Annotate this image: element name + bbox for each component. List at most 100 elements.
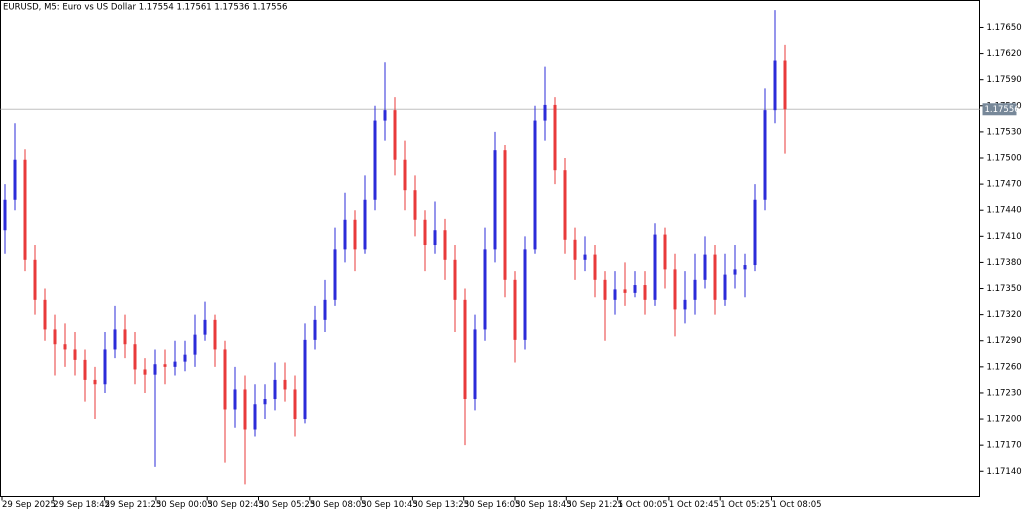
candle-body bbox=[433, 230, 437, 246]
candle-body bbox=[223, 349, 227, 410]
candle-body bbox=[353, 219, 357, 250]
candle-body bbox=[643, 285, 647, 300]
candle-body bbox=[413, 190, 417, 220]
candle-body bbox=[653, 234, 657, 300]
x-tick-label: 30 Sep 13:25 bbox=[412, 500, 469, 510]
candle-body bbox=[763, 110, 767, 200]
candle-body bbox=[783, 60, 787, 110]
candle-body bbox=[633, 285, 637, 293]
candle-body bbox=[253, 404, 257, 430]
candle-body bbox=[453, 259, 457, 300]
candle-body bbox=[493, 150, 497, 250]
y-tick-label: 1.17470 bbox=[987, 180, 1022, 190]
candle-body bbox=[463, 299, 467, 400]
candle-body bbox=[443, 230, 447, 260]
x-tick-label: 1 Oct 02:45 bbox=[669, 500, 719, 510]
candle-body bbox=[283, 379, 287, 390]
y-tick-label: 1.17590 bbox=[987, 75, 1022, 85]
y-tick-label: 1.17320 bbox=[987, 310, 1022, 320]
candle-body bbox=[363, 199, 367, 250]
y-tick-label: 1.17500 bbox=[987, 154, 1022, 164]
x-tick-label: 30 Sep 18:45 bbox=[515, 500, 572, 510]
candle-body bbox=[313, 319, 317, 340]
y-tick-label: 1.17230 bbox=[987, 388, 1022, 398]
candle-body bbox=[13, 159, 17, 200]
candle-body bbox=[93, 379, 97, 385]
y-tick-label: 1.17350 bbox=[987, 284, 1022, 294]
candle-body bbox=[513, 279, 517, 340]
y-tick-label: 1.17380 bbox=[987, 258, 1022, 268]
candle-body bbox=[193, 334, 197, 355]
y-tick-label: 1.17200 bbox=[987, 415, 1022, 425]
x-tick-label: 30 Sep 08:05 bbox=[310, 500, 367, 510]
candle-body bbox=[573, 239, 577, 260]
candle-body bbox=[213, 319, 217, 350]
candle-body bbox=[523, 249, 527, 340]
candle-body bbox=[733, 269, 737, 275]
candle-body bbox=[333, 249, 337, 300]
candle-body bbox=[563, 170, 567, 240]
candle-body bbox=[533, 120, 537, 250]
x-tick-label: 30 Sep 21:25 bbox=[566, 500, 623, 510]
x-tick-label: 1 Oct 05:25 bbox=[720, 500, 770, 510]
candle-body bbox=[393, 110, 397, 160]
candle-body bbox=[243, 389, 247, 430]
candle-body bbox=[723, 274, 727, 300]
candle-body bbox=[273, 379, 277, 400]
candle-body bbox=[33, 259, 37, 300]
x-tick-label: 30 Sep 10:45 bbox=[361, 500, 418, 510]
candle-body bbox=[673, 269, 677, 310]
candle-body bbox=[483, 249, 487, 330]
x-tick-label: 1 Oct 00:05 bbox=[618, 500, 668, 510]
x-tick-label: 30 Sep 16:05 bbox=[464, 500, 521, 510]
candle-body bbox=[773, 60, 777, 111]
candle-body bbox=[713, 254, 717, 300]
candle-body bbox=[423, 219, 427, 246]
x-tick-label: 30 Sep 00:05 bbox=[156, 500, 213, 510]
x-tick-label: 30 Sep 05:25 bbox=[259, 500, 316, 510]
candle-body bbox=[743, 265, 747, 270]
candle-body bbox=[23, 159, 27, 260]
candle-body bbox=[123, 329, 127, 345]
candle-body bbox=[133, 344, 137, 370]
candle-body bbox=[553, 104, 557, 171]
candle-body bbox=[693, 279, 697, 300]
y-tick-label: 1.17140 bbox=[987, 467, 1022, 477]
candle-body bbox=[373, 120, 377, 200]
candle-body bbox=[603, 279, 607, 300]
candle-body bbox=[83, 359, 87, 380]
y-tick-label: 1.17620 bbox=[987, 49, 1022, 59]
candle-body bbox=[113, 329, 117, 350]
candle-body bbox=[583, 254, 587, 260]
candle-body bbox=[3, 199, 7, 231]
candle-body bbox=[663, 234, 667, 270]
candle-body bbox=[143, 369, 147, 375]
y-tick-label: 1.17530 bbox=[987, 127, 1022, 137]
candle-body bbox=[73, 349, 77, 360]
candle-body bbox=[173, 361, 177, 367]
candle-body bbox=[303, 339, 307, 420]
plot-border bbox=[0, 0, 980, 497]
candle-body bbox=[183, 354, 187, 362]
candle-body bbox=[623, 289, 627, 293]
candle-body bbox=[543, 104, 547, 121]
candle-body bbox=[293, 389, 297, 420]
candle-body bbox=[53, 329, 57, 345]
candle-body bbox=[613, 289, 617, 300]
candle-body bbox=[593, 254, 597, 280]
price-label: 1.17556 bbox=[985, 105, 1020, 115]
y-tick-label: 1.17260 bbox=[987, 362, 1022, 372]
chart-title: EURUSD, M5: Euro vs US Dollar 1.17554 1.… bbox=[3, 3, 287, 13]
price-label-box bbox=[982, 103, 1017, 116]
y-tick-label: 1.17170 bbox=[987, 441, 1022, 451]
candle-body bbox=[163, 364, 167, 367]
candle-body bbox=[503, 150, 507, 280]
y-tick-label: 1.17440 bbox=[987, 206, 1022, 216]
candle-body bbox=[403, 159, 407, 191]
candle-body bbox=[43, 299, 47, 330]
candle-body bbox=[383, 110, 387, 121]
candle-body bbox=[753, 199, 757, 266]
candle-body bbox=[153, 364, 157, 375]
